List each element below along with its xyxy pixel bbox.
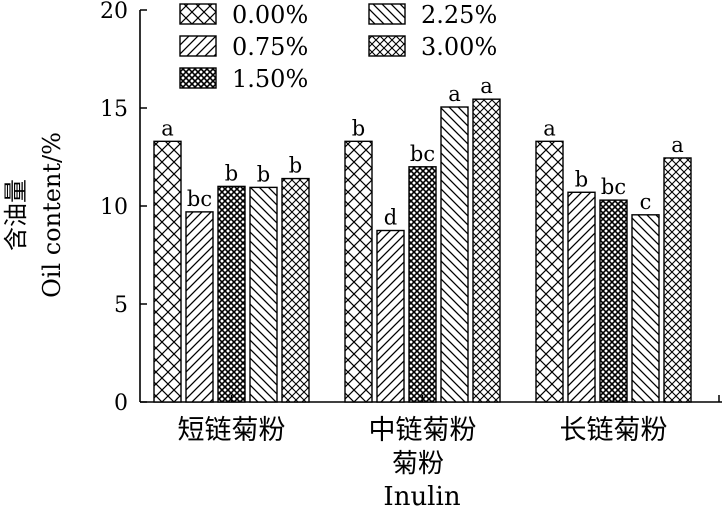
significance-letter: bc	[601, 175, 626, 199]
significance-letter: b	[352, 116, 365, 140]
legend-swatch-5	[368, 35, 406, 57]
significance-letter: d	[384, 206, 397, 230]
bar-3-3	[599, 199, 628, 403]
y-tick-label: 5	[114, 293, 128, 318]
bar-1-5	[281, 177, 310, 403]
category-label: 中链菊粉	[369, 415, 477, 446]
y-tick-label: 20	[100, 0, 128, 24]
bar-2-2	[376, 229, 405, 403]
bar-2-4	[440, 106, 469, 403]
significance-letter: a	[543, 116, 556, 140]
y-tick-label: 10	[100, 195, 128, 220]
significance-letter: a	[161, 116, 174, 140]
significance-letter: a	[671, 133, 684, 157]
legend-swatch-1	[179, 3, 217, 25]
significance-letter: c	[640, 190, 652, 214]
bar-2-3	[408, 166, 437, 403]
category-label: 长链菊粉	[560, 415, 668, 446]
bar-3-4	[631, 214, 660, 403]
legend-label-1: 0.00%	[232, 1, 308, 29]
bar-1-1	[153, 140, 182, 403]
bar-3-5	[663, 157, 692, 403]
bar-2-5	[472, 98, 501, 403]
x-axis-label-cn: 菊粉	[392, 449, 444, 479]
significance-letter: b	[575, 167, 588, 191]
significance-letter: bc	[410, 142, 435, 166]
y-axis-label-cn: 含油量	[2, 179, 30, 251]
legend-label-3: 1.50%	[232, 65, 308, 93]
legend-label-5: 3.00%	[421, 33, 497, 61]
significance-letter: b	[289, 154, 302, 178]
significance-letter: a	[448, 82, 461, 106]
bar-3-1	[535, 140, 564, 403]
legend-label-2: 0.75%	[232, 33, 308, 61]
legend-swatch-4	[368, 3, 406, 25]
significance-letter: bc	[187, 187, 212, 211]
bar-1-3	[217, 185, 246, 403]
x-axis-label-en: Inulin	[383, 482, 460, 510]
bar-2-1	[344, 140, 373, 403]
y-tick-label: 0	[114, 391, 128, 416]
significance-letter: b	[225, 161, 238, 185]
significance-letter: b	[257, 162, 270, 186]
y-tick-label: 15	[100, 97, 128, 122]
y-axis-label-en: Oil content/%	[38, 132, 66, 298]
bar-1-4	[249, 186, 278, 403]
bar-1-2	[185, 211, 214, 403]
legend-label-4: 2.25%	[421, 1, 497, 29]
legend-swatch-2	[179, 35, 217, 57]
significance-letter: a	[480, 74, 493, 98]
bar-3-2	[567, 191, 596, 403]
legend-swatch-3	[179, 67, 217, 89]
category-label: 短链菊粉	[178, 415, 286, 446]
